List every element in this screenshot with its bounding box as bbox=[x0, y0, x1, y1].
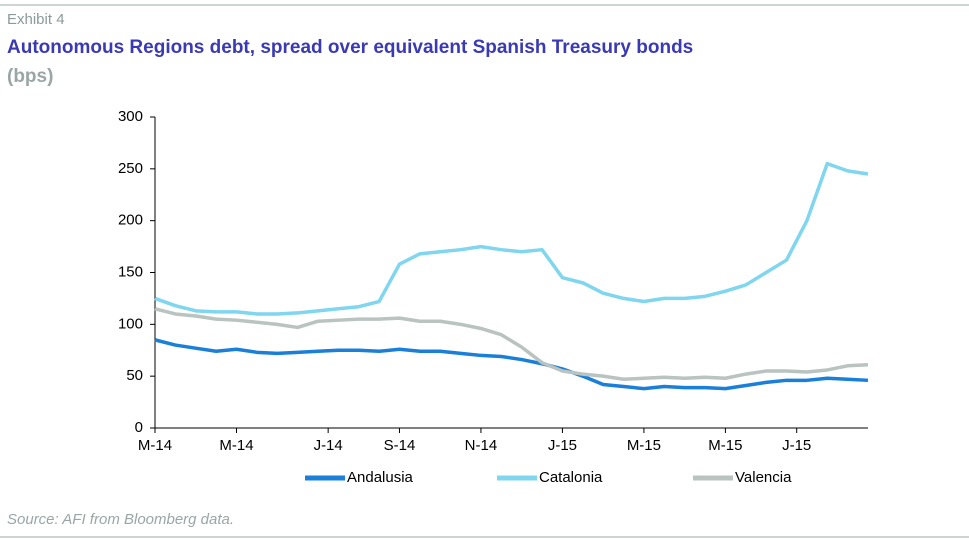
series-line bbox=[154, 161, 869, 316]
y-tick-label: 150 bbox=[118, 263, 143, 280]
x-tick-label: J-15 bbox=[782, 437, 811, 454]
legend-label: Catalonia bbox=[539, 469, 603, 486]
x-tick-label: M-15 bbox=[708, 437, 742, 454]
x-tick-label: N-14 bbox=[465, 437, 498, 454]
exhibit-label: Exhibit 4 bbox=[7, 11, 65, 28]
chart-title: Autonomous Regions debt, spread over equ… bbox=[7, 37, 693, 58]
y-tick-label: 50 bbox=[126, 367, 143, 384]
x-tick-label: M-14 bbox=[138, 437, 172, 454]
x-tick-label: M-15 bbox=[627, 437, 661, 454]
legend-label: Valencia bbox=[735, 469, 792, 486]
x-tick-label: J-14 bbox=[314, 437, 343, 454]
legend-label: Andalusia bbox=[347, 469, 414, 486]
y-tick-label: 250 bbox=[118, 160, 143, 177]
y-tick-label: 100 bbox=[118, 315, 143, 332]
x-tick-label: M-14 bbox=[219, 437, 253, 454]
series-line bbox=[154, 307, 869, 382]
chart-subtitle: (bps) bbox=[7, 66, 53, 87]
x-tick-label: J-15 bbox=[548, 437, 577, 454]
source-note: Source: AFI from Bloomberg data. bbox=[7, 511, 234, 528]
y-tick-label: 200 bbox=[118, 212, 143, 229]
series-line bbox=[154, 338, 869, 391]
x-tick-label: S-14 bbox=[384, 437, 416, 454]
y-tick-label: 300 bbox=[118, 108, 143, 125]
y-tick-label: 0 bbox=[135, 419, 143, 436]
